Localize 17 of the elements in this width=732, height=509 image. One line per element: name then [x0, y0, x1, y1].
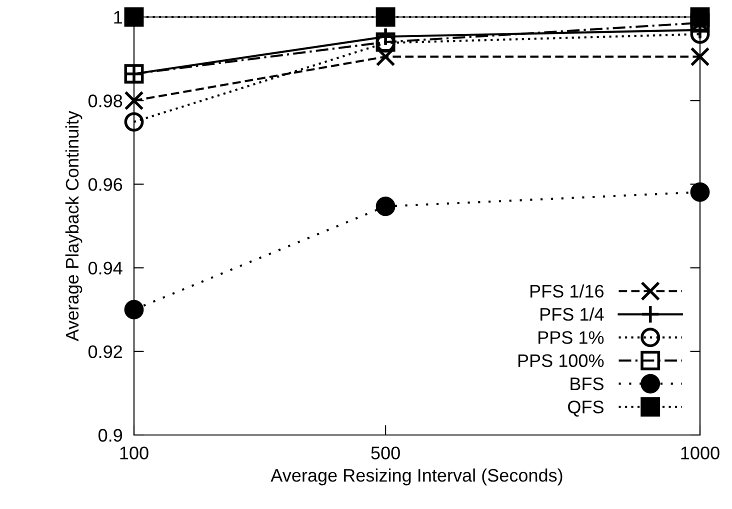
y-tick-label: 1 [114, 11, 122, 24]
legend-label: PFS 1/16 [530, 284, 604, 298]
legend-label: PPS 1% [538, 331, 604, 344]
x-tick-label: 500 [371, 446, 400, 460]
y-tick-label: 0.96 [88, 178, 122, 191]
x-tick-label: 1000 [681, 446, 720, 460]
legend-label: PFS 1/4 [540, 308, 604, 321]
x-axis-title: Average Resizing Interval (Seconds) [270, 468, 562, 486]
legend-label: QFS [568, 400, 604, 417]
y-tick-label: 0.94 [88, 262, 122, 275]
y-tick-label: 0.9 [98, 428, 122, 442]
legend-label: PPS 100% [518, 354, 604, 368]
x-tick-label: 100 [120, 446, 148, 460]
y-tick-label: 0.92 [88, 345, 122, 358]
y-tick-label: 0.98 [88, 94, 122, 108]
legend-label: BFS [570, 377, 604, 390]
y-axis-title: Average Playback Continuity [65, 110, 82, 342]
